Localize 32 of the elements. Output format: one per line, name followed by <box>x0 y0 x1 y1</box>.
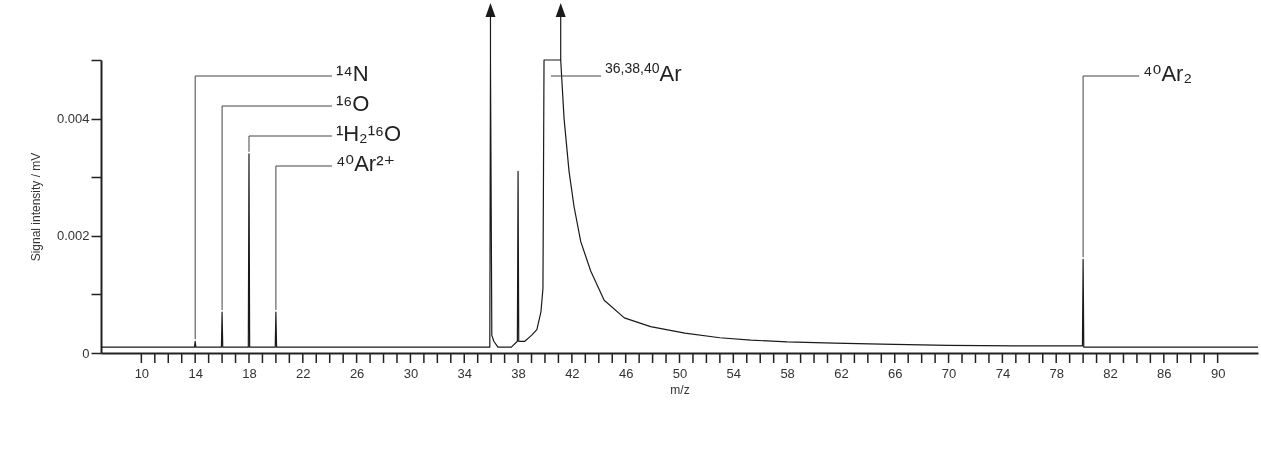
x-tick-label: 70 <box>941 365 957 381</box>
annotation: ⁴⁰Ar²⁺ <box>335 151 396 176</box>
x-tick-label: 34 <box>457 365 472 381</box>
x-tick-label: 90 <box>1210 365 1226 381</box>
annotation: $^{36,38,40}$Ar <box>604 60 682 86</box>
annotation: ⁴⁰Ar₂ <box>1143 61 1192 86</box>
x-tick-label: 62 <box>834 365 849 381</box>
x-tick-label: 78 <box>1049 365 1064 381</box>
x-tick-label: 46 <box>618 365 634 381</box>
x-tick-label: 50 <box>672 365 688 381</box>
x-tick-label: 18 <box>242 365 257 381</box>
x-tick-label: 58 <box>780 365 795 381</box>
x-tick-label: 10 <box>134 365 150 381</box>
annotation: ¹⁶O <box>335 91 370 116</box>
y-tick-label: 0.002 <box>56 228 90 244</box>
x-tick-label: 30 <box>403 365 419 381</box>
annotation: ¹H₂¹⁶O <box>335 121 402 146</box>
x-tick-label: 22 <box>296 365 311 381</box>
x-tick-label: 86 <box>1157 365 1172 381</box>
x-tick-label: 82 <box>1103 365 1118 381</box>
x-tick-label: 42 <box>565 365 580 381</box>
x-tick-label: 14 <box>188 365 203 381</box>
x-tick-label: 26 <box>349 365 365 381</box>
x-tick-label: 74 <box>995 365 1011 381</box>
x-axis-title: m/z <box>670 382 690 397</box>
y-axis-title: Signal intensity / mV <box>28 152 43 262</box>
y-tick-label: 0.004 <box>56 111 90 127</box>
x-tick-label: 38 <box>511 365 526 381</box>
annotation: ¹⁴N <box>335 61 369 86</box>
y-tick-label: 0 <box>82 345 90 361</box>
x-tick-label: 66 <box>888 365 903 381</box>
x-tick-label: 54 <box>726 365 742 381</box>
